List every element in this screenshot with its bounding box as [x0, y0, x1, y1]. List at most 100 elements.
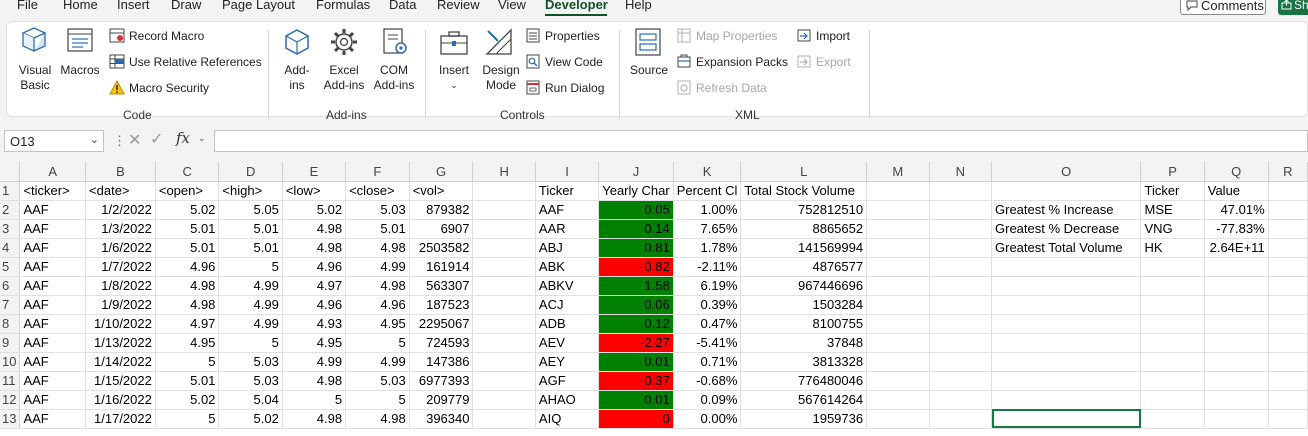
- cell-p2[interactable]: MSE: [1140, 200, 1205, 220]
- cell-e13[interactable]: 4.98: [282, 409, 347, 429]
- cell-e11[interactable]: 4.98: [282, 371, 347, 391]
- name-box[interactable]: O13 ⌄: [4, 130, 104, 152]
- cell-m12[interactable]: [866, 390, 930, 410]
- cell-d10[interactable]: 5.03: [218, 352, 283, 372]
- cell-c4[interactable]: 5.01: [155, 238, 220, 258]
- cell-b13[interactable]: 1/17/2022: [85, 409, 156, 429]
- formula-input[interactable]: [214, 130, 1308, 152]
- cell-a11[interactable]: AAF: [19, 371, 87, 391]
- cell-m3[interactable]: [866, 219, 930, 239]
- cell-o11[interactable]: [991, 371, 1142, 391]
- cell-h11[interactable]: [472, 371, 536, 391]
- cell-l5[interactable]: 4876577: [740, 257, 868, 277]
- cell-m7[interactable]: [866, 295, 930, 315]
- cell-a4[interactable]: AAF: [19, 238, 87, 258]
- cell-r5[interactable]: [1268, 257, 1308, 277]
- cell-d12[interactable]: 5.04: [218, 390, 283, 410]
- cell-f10[interactable]: 4.99: [345, 352, 410, 372]
- cell-q9[interactable]: [1204, 333, 1269, 353]
- cell-c5[interactable]: 4.96: [155, 257, 220, 277]
- row-header[interactable]: 4: [0, 238, 21, 258]
- cell-k6[interactable]: 6.19%: [673, 276, 742, 296]
- cell-n11[interactable]: [929, 371, 993, 391]
- cell-k2[interactable]: 1.00%: [673, 200, 742, 220]
- cell-o3[interactable]: Greatest % Decrease: [991, 219, 1142, 239]
- cell-g10[interactable]: 147386: [409, 352, 474, 372]
- cell-p7[interactable]: [1140, 295, 1205, 315]
- cell-g7[interactable]: 187523: [409, 295, 474, 315]
- cell-r12[interactable]: [1268, 390, 1308, 410]
- cell-k5[interactable]: -2.11%: [673, 257, 742, 277]
- cell-r2[interactable]: [1268, 200, 1308, 220]
- cell-d2[interactable]: 5.05: [218, 200, 283, 220]
- row-header[interactable]: 7: [0, 295, 21, 315]
- cell-d6[interactable]: 4.99: [218, 276, 283, 296]
- column-header-e[interactable]: E: [282, 162, 347, 182]
- cell-i3[interactable]: AAR: [535, 219, 600, 239]
- row-header[interactable]: 1: [0, 181, 21, 201]
- column-header-n[interactable]: N: [929, 162, 993, 182]
- cell-e1[interactable]: <low>: [282, 181, 347, 201]
- cell-f4[interactable]: 4.98: [345, 238, 410, 258]
- cell-n1[interactable]: [929, 181, 993, 201]
- tab-review[interactable]: Review: [437, 0, 480, 12]
- row-header[interactable]: 11: [0, 371, 21, 391]
- row-header[interactable]: 5: [0, 257, 21, 277]
- row-header[interactable]: 10: [0, 352, 21, 372]
- cell-i2[interactable]: AAF: [535, 200, 600, 220]
- cell-e5[interactable]: 4.96: [282, 257, 347, 277]
- cell-o13[interactable]: [991, 409, 1142, 429]
- cell-r9[interactable]: [1268, 333, 1308, 353]
- cell-f1[interactable]: <close>: [345, 181, 410, 201]
- cell-h13[interactable]: [472, 409, 536, 429]
- cell-p9[interactable]: [1140, 333, 1205, 353]
- cell-k8[interactable]: 0.47%: [673, 314, 742, 334]
- cell-f7[interactable]: 4.96: [345, 295, 410, 315]
- cell-k7[interactable]: 0.39%: [673, 295, 742, 315]
- cell-k12[interactable]: 0.09%: [673, 390, 742, 410]
- cell-r11[interactable]: [1268, 371, 1308, 391]
- cell-m6[interactable]: [866, 276, 930, 296]
- cell-n13[interactable]: [929, 409, 993, 429]
- cell-j2[interactable]: 0.05: [598, 200, 674, 220]
- column-header-k[interactable]: K: [673, 162, 742, 182]
- cell-c3[interactable]: 5.01: [155, 219, 220, 239]
- cell-r7[interactable]: [1268, 295, 1308, 315]
- cell-j6[interactable]: 1.58: [598, 276, 674, 296]
- cell-h8[interactable]: [472, 314, 536, 334]
- cell-c7[interactable]: 4.98: [155, 295, 220, 315]
- cell-e8[interactable]: 4.93: [282, 314, 347, 334]
- cell-d7[interactable]: 4.99: [218, 295, 283, 315]
- cell-r13[interactable]: [1268, 409, 1308, 429]
- cell-j3[interactable]: 0.14: [598, 219, 674, 239]
- cell-k3[interactable]: 7.65%: [673, 219, 742, 239]
- cell-q8[interactable]: [1204, 314, 1269, 334]
- cell-h10[interactable]: [472, 352, 536, 372]
- cell-b5[interactable]: 1/7/2022: [85, 257, 156, 277]
- tab-home[interactable]: Home: [63, 0, 98, 12]
- cell-p3[interactable]: VNG: [1140, 219, 1205, 239]
- cell-f9[interactable]: 5: [345, 333, 410, 353]
- cell-q12[interactable]: [1204, 390, 1269, 410]
- cell-l1[interactable]: Total Stock Volume: [740, 181, 868, 201]
- cell-c1[interactable]: <open>: [155, 181, 220, 201]
- cell-q5[interactable]: [1204, 257, 1269, 277]
- cell-n2[interactable]: [929, 200, 993, 220]
- cell-m8[interactable]: [866, 314, 930, 334]
- cell-j9[interactable]: -2.27: [598, 333, 674, 353]
- cell-r8[interactable]: [1268, 314, 1308, 334]
- cell-i4[interactable]: ABJ: [535, 238, 600, 258]
- cell-p13[interactable]: [1140, 409, 1205, 429]
- cell-m9[interactable]: [866, 333, 930, 353]
- tab-file[interactable]: File: [17, 0, 38, 12]
- cell-f3[interactable]: 5.01: [345, 219, 410, 239]
- cell-o7[interactable]: [991, 295, 1142, 315]
- cell-j13[interactable]: 0: [598, 409, 674, 429]
- cell-c8[interactable]: 4.97: [155, 314, 220, 334]
- cell-o1[interactable]: [991, 181, 1142, 201]
- cell-b3[interactable]: 1/3/2022: [85, 219, 156, 239]
- cell-b6[interactable]: 1/8/2022: [85, 276, 156, 296]
- cell-n9[interactable]: [929, 333, 993, 353]
- cell-g4[interactable]: 2503582: [409, 238, 474, 258]
- cell-j12[interactable]: 0.01: [598, 390, 674, 410]
